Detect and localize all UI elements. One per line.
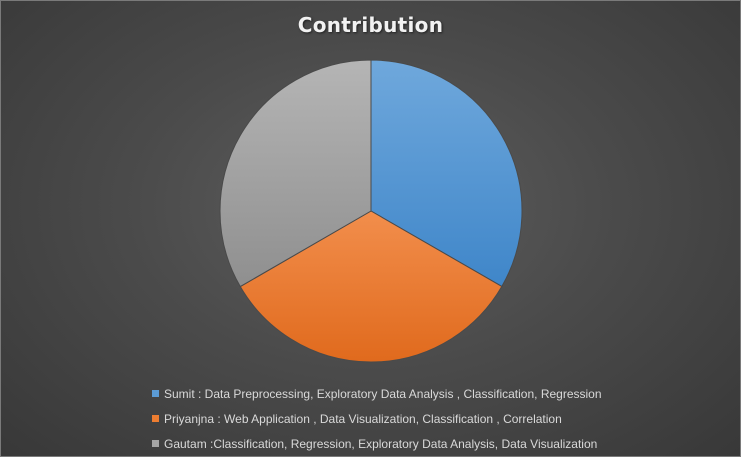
legend-item-2: Gautam :Classification, Regression, Expl… bbox=[152, 431, 602, 456]
legend: Sumit : Data Preprocessing, Exploratory … bbox=[152, 381, 602, 456]
pie-slice-1 bbox=[239, 210, 503, 363]
legend-swatch-1 bbox=[152, 415, 159, 422]
chart-title: Contribution bbox=[297, 13, 444, 37]
legend-swatch-2 bbox=[152, 440, 159, 447]
legend-item-1: Priyanjna : Web Application , Data Visua… bbox=[152, 406, 602, 431]
pie-slice-0 bbox=[370, 59, 523, 288]
legend-label-1: Priyanjna : Web Application , Data Visua… bbox=[164, 411, 562, 426]
pie-slice-2 bbox=[219, 59, 372, 288]
legend-item-0: Sumit : Data Preprocessing, Exploratory … bbox=[152, 381, 602, 406]
legend-label-0: Sumit : Data Preprocessing, Exploratory … bbox=[164, 386, 602, 401]
legend-swatch-0 bbox=[152, 390, 159, 397]
legend-label-2: Gautam :Classification, Regression, Expl… bbox=[164, 436, 598, 451]
